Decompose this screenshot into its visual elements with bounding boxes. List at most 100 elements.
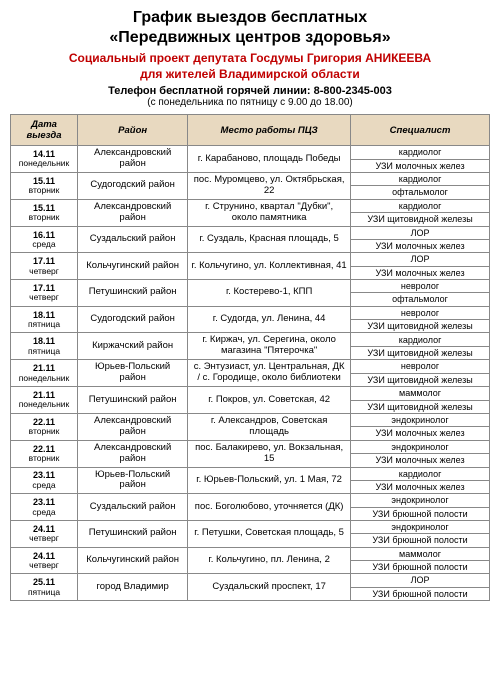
- date-cell: 18.11пятница: [11, 333, 78, 360]
- col-place: Место работы ПЦЗ: [188, 115, 351, 146]
- district-cell: Судогодский район: [78, 173, 188, 200]
- table-row: 24.11четвергКольчугинский районг. Кольчу…: [11, 547, 490, 560]
- district-cell: город Владимир: [78, 574, 188, 601]
- district-cell: Киржачский район: [78, 333, 188, 360]
- date-cell: 24.11четверг: [11, 547, 78, 574]
- table-row: 17.11четвергПетушинский районг. Костерев…: [11, 280, 490, 293]
- district-cell: Александровский район: [78, 413, 188, 440]
- district-cell: Петушинский район: [78, 280, 188, 307]
- specialist-cell: УЗИ брюшной полости: [351, 561, 490, 574]
- date-cell: 22.11вторник: [11, 413, 78, 440]
- hours-line: (с понедельника по пятницу с 9.00 до 18.…: [10, 97, 490, 108]
- table-row: 22.11вторникАлександровский районпос. Ба…: [11, 440, 490, 453]
- place-cell: г. Юрьев-Польский, ул. 1 Мая, 72: [188, 467, 351, 494]
- specialist-cell: эндокринолог: [351, 440, 490, 453]
- specialist-cell: УЗИ брюшной полости: [351, 534, 490, 547]
- document-page: График выездов бесплатных «Передвижных ц…: [0, 0, 500, 609]
- place-cell: Суздальский проспект, 17: [188, 574, 351, 601]
- district-cell: Кольчугинский район: [78, 253, 188, 280]
- date-cell: 21.11понедельник: [11, 360, 78, 387]
- date-cell: 21.11понедельник: [11, 387, 78, 414]
- district-cell: Александровский район: [78, 199, 188, 226]
- place-cell: г. Судогда, ул. Ленина, 44: [188, 306, 351, 333]
- date-cell: 25.11пятница: [11, 574, 78, 601]
- district-cell: Юрьев-Польский район: [78, 360, 188, 387]
- specialist-cell: УЗИ щитовидной железы: [351, 213, 490, 226]
- district-cell: Юрьев-Польский район: [78, 467, 188, 494]
- table-row: 17.11четвергКольчугинский районг. Кольчу…: [11, 253, 490, 266]
- table-row: 23.11средаСуздальский районпос. Боголюбо…: [11, 494, 490, 507]
- district-cell: Суздальский район: [78, 494, 188, 521]
- table-row: 16.11средаСуздальский районг. Суздаль, К…: [11, 226, 490, 239]
- col-district: Район: [78, 115, 188, 146]
- title-line-1: График выездов бесплатных: [133, 9, 367, 26]
- district-cell: Кольчугинский район: [78, 547, 188, 574]
- date-cell: 23.11среда: [11, 494, 78, 521]
- date-cell: 17.11четверг: [11, 280, 78, 307]
- specialist-cell: кардиолог: [351, 173, 490, 186]
- specialist-cell: эндокринолог: [351, 413, 490, 426]
- specialist-cell: ЛОР: [351, 253, 490, 266]
- table-row: 14.11понедельникАлександровский районг. …: [11, 146, 490, 159]
- specialist-cell: ЛОР: [351, 226, 490, 239]
- district-cell: Александровский район: [78, 440, 188, 467]
- specialist-cell: невролог: [351, 306, 490, 319]
- place-cell: г. Костерево-1, КПП: [188, 280, 351, 307]
- specialist-cell: маммолог: [351, 387, 490, 400]
- specialist-cell: кардиолог: [351, 146, 490, 159]
- table-row: 22.11вторникАлександровский районг. Алек…: [11, 413, 490, 426]
- table-row: 18.11пятницаСудогодский районг. Судогда,…: [11, 306, 490, 319]
- place-cell: г. Суздаль, Красная площадь, 5: [188, 226, 351, 253]
- main-title: График выездов бесплатных «Передвижных ц…: [10, 8, 490, 48]
- specialist-cell: УЗИ брюшной полости: [351, 507, 490, 520]
- table-row: 15.11вторникСудогодский районпос. Муромц…: [11, 173, 490, 186]
- specialist-cell: УЗИ щитовидной железы: [351, 346, 490, 359]
- subtitle-line-2: для жителей Владимирской области: [140, 67, 360, 81]
- table-header-row: Дата выезда Район Место работы ПЦЗ Специ…: [11, 115, 490, 146]
- table-body: 14.11понедельникАлександровский районг. …: [11, 146, 490, 601]
- date-cell: 17.11четверг: [11, 253, 78, 280]
- title-line-2: «Передвижных центров здоровья»: [109, 29, 390, 46]
- subtitle: Социальный проект депутата Госдумы Григо…: [10, 51, 490, 82]
- district-cell: Петушинский район: [78, 521, 188, 548]
- col-date: Дата выезда: [11, 115, 78, 146]
- table-row: 24.11четвергПетушинский районг. Петушки,…: [11, 521, 490, 534]
- specialist-cell: кардиолог: [351, 467, 490, 480]
- date-cell: 18.11пятница: [11, 306, 78, 333]
- specialist-cell: кардиолог: [351, 333, 490, 346]
- specialist-cell: ЛОР: [351, 574, 490, 587]
- specialist-cell: УЗИ молочных желез: [351, 240, 490, 253]
- specialist-cell: эндокринолог: [351, 494, 490, 507]
- table-row: 21.11понедельникЮрьев-Польский районс. Э…: [11, 360, 490, 373]
- place-cell: г. Кольчугино, ул. Коллективная, 41: [188, 253, 351, 280]
- table-row: 23.11средаЮрьев-Польский районг. Юрьев-П…: [11, 467, 490, 480]
- specialist-cell: УЗИ молочных желез: [351, 266, 490, 279]
- table-row: 15.11вторникАлександровский районг. Стру…: [11, 199, 490, 212]
- date-cell: 24.11четверг: [11, 521, 78, 548]
- specialist-cell: УЗИ брюшной полости: [351, 587, 490, 600]
- specialist-cell: маммолог: [351, 547, 490, 560]
- place-cell: пос. Балакирево, ул. Вокзальная, 15: [188, 440, 351, 467]
- phone-line: Телефон бесплатной горячей линии: 8-800-…: [10, 85, 490, 97]
- district-cell: Александровский район: [78, 146, 188, 173]
- specialist-cell: невролог: [351, 360, 490, 373]
- place-cell: пос. Боголюбово, уточняется (ДК): [188, 494, 351, 521]
- place-cell: г. Кольчугино, пл. Ленина, 2: [188, 547, 351, 574]
- place-cell: г. Покров, ул. Советская, 42: [188, 387, 351, 414]
- specialist-cell: УЗИ молочных желез: [351, 159, 490, 172]
- district-cell: Судогодский район: [78, 306, 188, 333]
- district-cell: Суздальский район: [78, 226, 188, 253]
- date-cell: 15.11вторник: [11, 173, 78, 200]
- date-cell: 15.11вторник: [11, 199, 78, 226]
- specialist-cell: невролог: [351, 280, 490, 293]
- place-cell: пос. Муромцево, ул. Октябрьская, 22: [188, 173, 351, 200]
- specialist-cell: УЗИ щитовидной железы: [351, 400, 490, 413]
- schedule-table: Дата выезда Район Место работы ПЦЗ Специ…: [10, 114, 490, 601]
- specialist-cell: офтальмолог: [351, 186, 490, 199]
- table-row: 21.11понедельникПетушинский районг. Покр…: [11, 387, 490, 400]
- place-cell: г. Петушки, Советская площадь, 5: [188, 521, 351, 548]
- place-cell: г. Александров, Советская площадь: [188, 413, 351, 440]
- specialist-cell: офтальмолог: [351, 293, 490, 306]
- date-cell: 23.11среда: [11, 467, 78, 494]
- place-cell: с. Энтузиаст, ул. Центральная, ДК / с. Г…: [188, 360, 351, 387]
